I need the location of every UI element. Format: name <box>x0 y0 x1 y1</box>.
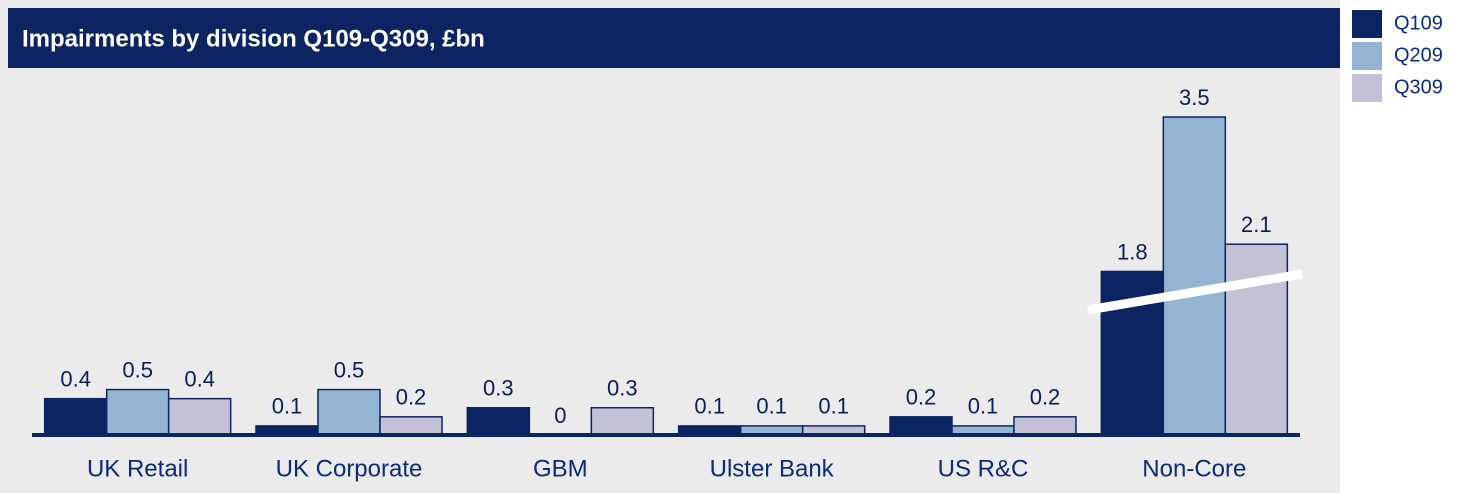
bar <box>889 416 953 436</box>
bar <box>1224 243 1289 436</box>
value-label: 0.3 <box>607 376 638 401</box>
bar <box>317 388 381 436</box>
bar <box>590 406 655 436</box>
value-label: 3.5 <box>1179 85 1210 110</box>
legend-swatch <box>1352 74 1382 102</box>
bar <box>1013 416 1077 436</box>
chart-title: Impairments by division Q109-Q309, £bn <box>22 25 485 52</box>
x-tick-label: GBM <box>533 455 588 482</box>
title-bar <box>8 8 1340 68</box>
value-label: 0.1 <box>694 394 725 419</box>
x-tick-label: UK Corporate <box>276 455 423 482</box>
bar <box>379 416 443 436</box>
x-tick-label: Ulster Bank <box>710 455 835 482</box>
value-label: 0 <box>554 403 566 428</box>
bar <box>105 388 170 436</box>
value-label: 0.4 <box>184 366 215 391</box>
bar <box>43 397 108 436</box>
value-label: 0.5 <box>122 357 153 382</box>
bar <box>167 397 232 436</box>
value-label: 0.3 <box>483 376 514 401</box>
x-tick-label: UK Retail <box>87 455 188 482</box>
legend-swatch <box>1352 10 1382 38</box>
value-label: 1.8 <box>1117 239 1148 264</box>
legend-swatch <box>1352 42 1382 70</box>
bar <box>466 406 531 436</box>
legend-label: Q209 <box>1394 44 1443 66</box>
value-label: 0.2 <box>396 385 427 410</box>
axis-break <box>1087 269 1303 315</box>
legend-label: Q309 <box>1394 76 1443 98</box>
bar <box>1162 116 1227 436</box>
value-label: 0.2 <box>1030 385 1061 410</box>
value-label: 2.1 <box>1241 212 1272 237</box>
value-label: 0.1 <box>818 394 849 419</box>
value-label: 0.5 <box>334 357 365 382</box>
legend-label: Q109 <box>1394 12 1443 34</box>
value-label: 0.2 <box>906 385 937 410</box>
value-label: 0.4 <box>60 366 91 391</box>
value-label: 0.1 <box>756 394 787 419</box>
x-tick-label: Non-Core <box>1142 455 1246 482</box>
value-label: 0.1 <box>272 394 303 419</box>
x-tick-label: US R&C <box>938 455 1029 482</box>
value-label: 0.1 <box>968 394 999 419</box>
